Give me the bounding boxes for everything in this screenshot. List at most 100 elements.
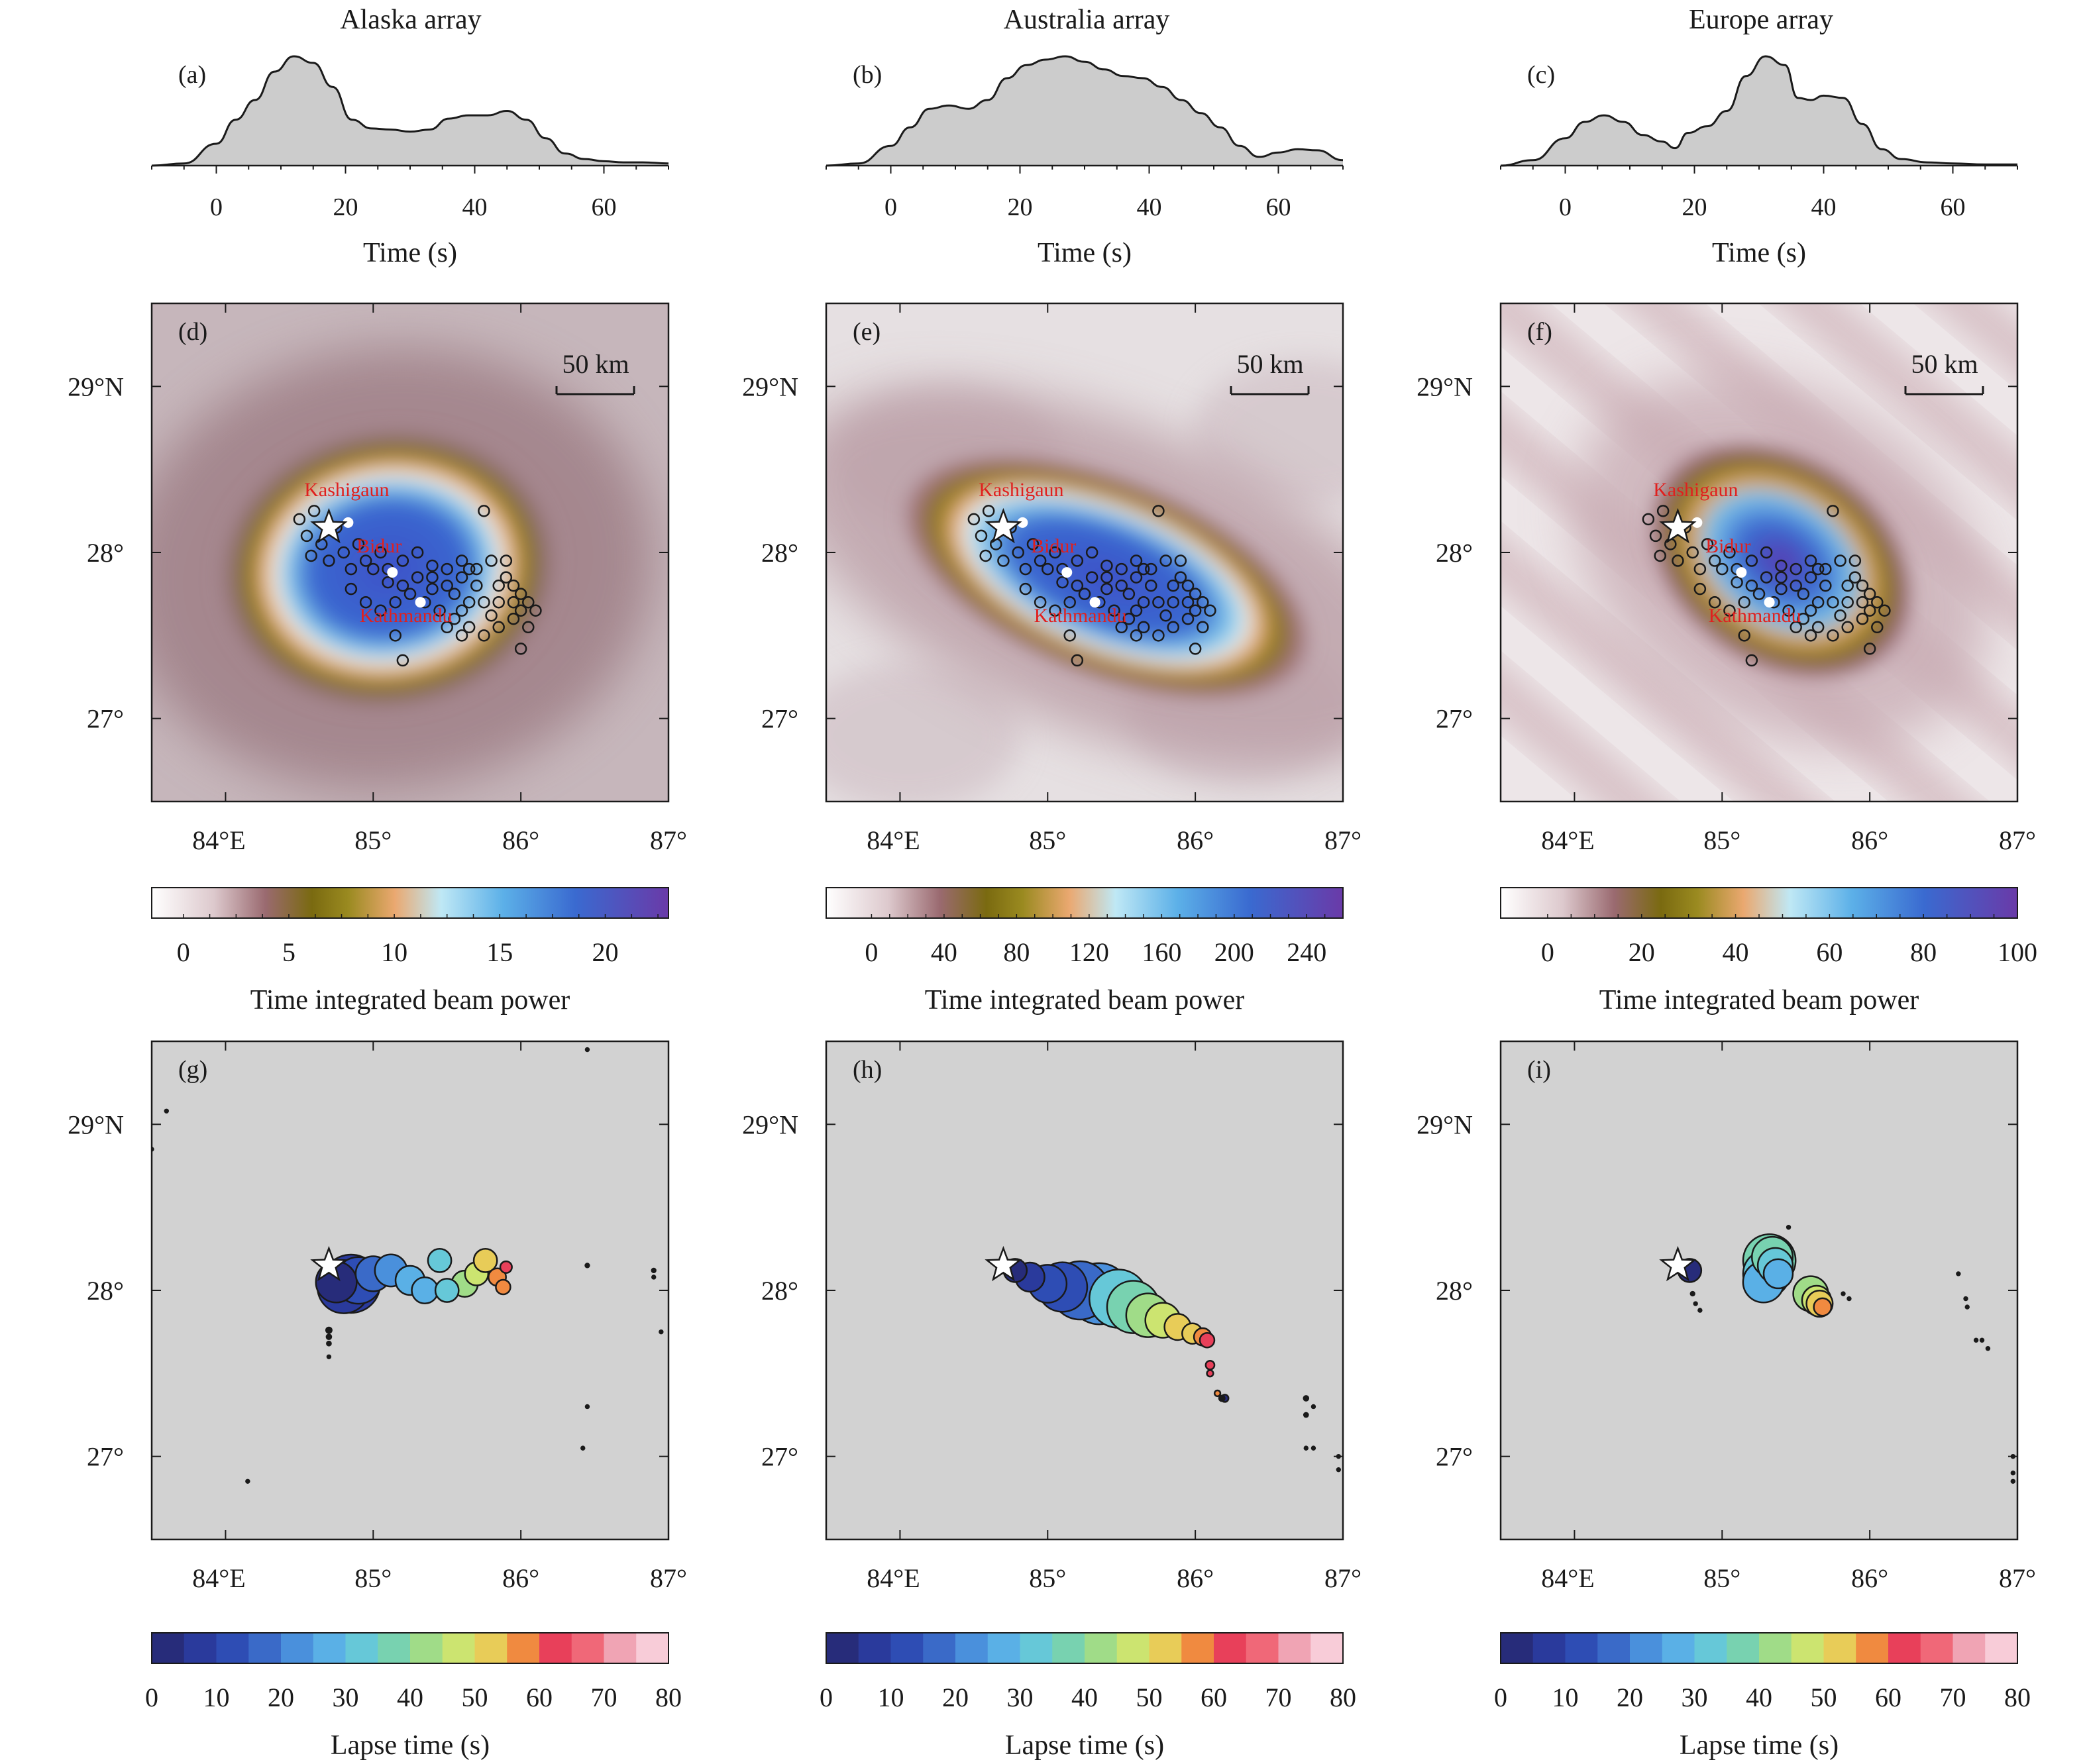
lon-label: 84°E [867, 1563, 920, 1593]
lon-label: 85° [354, 825, 392, 855]
aftershock [455, 554, 468, 567]
lon-label: 85° [1703, 1563, 1740, 1593]
colorbar [151, 1632, 669, 1664]
panel-letter: (g) [178, 1056, 207, 1084]
aftershock [1108, 604, 1120, 617]
aftershock [492, 579, 505, 592]
colorbar-swatch [1020, 1633, 1053, 1663]
beam-point-minor [326, 1354, 332, 1359]
aftershock [1848, 554, 1862, 567]
aftershock [997, 554, 1010, 567]
aftershock [514, 643, 527, 655]
aftershock [492, 621, 505, 634]
aftershock [1775, 571, 1788, 584]
colorbar [1500, 1632, 2018, 1664]
colorbar-swatch [636, 1633, 669, 1663]
aftershock [1115, 562, 1128, 576]
beam-power-map: Kashigaun Bidur Kathmandu 50 km (d) 84°E 85° 86… [68, 302, 687, 1015]
town-marker [1061, 567, 1073, 578]
colorbar-swatch [184, 1633, 217, 1663]
lon-label: 85° [1703, 825, 1740, 855]
colorbar-swatch [1532, 1633, 1566, 1663]
aftershock [1745, 579, 1758, 592]
colorbar-tick-label: 10 [381, 937, 407, 967]
lat-label: 28° [1436, 1276, 1473, 1306]
aftershock [982, 505, 995, 517]
colorbar-swatch [826, 1633, 859, 1663]
colorbar-tick-label: 0 [1494, 1683, 1507, 1712]
beam-point-minor [584, 1047, 590, 1053]
town-marker [343, 517, 354, 528]
aftershock [1856, 596, 1869, 609]
aftershock [1174, 554, 1187, 567]
aftershock [529, 604, 542, 617]
aftershock [478, 505, 490, 517]
aftershock [514, 588, 527, 600]
beam-point-minor [1303, 1395, 1310, 1402]
x-tick-label: 20 [1008, 193, 1033, 221]
scatter-area [985, 1245, 1342, 1473]
beam-point-minor [1336, 1467, 1342, 1473]
scale-bar-label: 50 km [562, 349, 629, 379]
x-axis-label: Time (s) [1038, 238, 1132, 268]
colorbar-tick-label: 120 [1069, 937, 1109, 967]
colorbar-tick-label: 5 [282, 937, 295, 967]
map-image: Kashigaun Bidur Kathmandu [1501, 303, 2017, 802]
aftershock [478, 629, 490, 642]
aftershock [514, 604, 527, 617]
aftershock [441, 621, 453, 634]
beam-point-minor [1697, 1308, 1703, 1313]
colorbar-tick-label: 50 [1811, 1683, 1837, 1712]
colorbar-swatch [1052, 1633, 1085, 1663]
aftershock [1019, 582, 1032, 596]
aftershock [323, 554, 335, 567]
lon-label: 86° [1851, 1563, 1888, 1593]
scatter-area [152, 1047, 664, 1484]
colorbar-swatch [1920, 1633, 1953, 1663]
town-label: Bidur [1705, 535, 1750, 557]
lapse-time-map: (h) 84°E 85° 86° 87° 27° 28° 29°N 0 10 20 30 40 50 60 7… [742, 1040, 1362, 1761]
lat-label: 28° [761, 538, 798, 568]
colorbar-tick-label: 40 [1723, 937, 1749, 967]
aftershock [1760, 546, 1773, 559]
colorbar-tick-label: 70 [591, 1683, 617, 1712]
colorbar-swatch [216, 1633, 249, 1663]
stripe [1501, 375, 2017, 802]
x-tick-label: 0 [1559, 193, 1572, 221]
colorbar [1500, 887, 2018, 919]
colorbar-tick-label: 80 [1910, 937, 1937, 967]
colorbar-swatch [1501, 1633, 1534, 1663]
aftershock [1145, 562, 1157, 576]
aftershock [300, 529, 313, 543]
aftershock [522, 596, 535, 609]
colorbar-tick-label: 50 [1136, 1683, 1163, 1712]
colorbar-swatch [1116, 1633, 1150, 1663]
beam-point-minor [1841, 1291, 1846, 1296]
beam-point-minor [2010, 1471, 2016, 1476]
aftershock [1019, 562, 1032, 576]
colorbar-swatch [539, 1633, 572, 1663]
town-label: Kathmandu [1034, 605, 1127, 627]
mainshock-star [310, 1245, 348, 1282]
aftershock [1071, 554, 1084, 567]
lon-label: 85° [1029, 1563, 1066, 1593]
x-tick-label: 20 [333, 193, 358, 221]
scale-bar-label: 50 km [1236, 349, 1303, 379]
envelope-panel: 0 20 40 60 Time (s) (a) [151, 55, 669, 268]
colorbar-tick-label: 60 [1816, 937, 1843, 967]
aftershock [478, 596, 490, 609]
aftershock [411, 546, 424, 559]
town-label: Kashigaun [979, 479, 1063, 501]
lat-label: 29°N [68, 372, 124, 401]
beam-point [1762, 1258, 1794, 1290]
colorbar-swatch [248, 1633, 282, 1663]
panel-letter: (a) [178, 61, 206, 89]
beam-power-map: Kashigaun Bidur Kathmandu 50 km (e) 84°E 85° 86… [742, 302, 1362, 1015]
lat-label: 28° [761, 1276, 798, 1306]
lapse-time-map: (i) 84°E 85° 86° 87° 27° 28° 29°N 0 10 20 30 40 50 60 7… [1417, 1040, 2036, 1761]
beam-point-minor [1311, 1404, 1316, 1410]
colorbar-swatch [1311, 1633, 1344, 1663]
aftershock [1085, 571, 1098, 584]
beam-point-minor [1964, 1304, 1970, 1310]
colorbar-tick-label: 80 [1330, 1683, 1356, 1712]
